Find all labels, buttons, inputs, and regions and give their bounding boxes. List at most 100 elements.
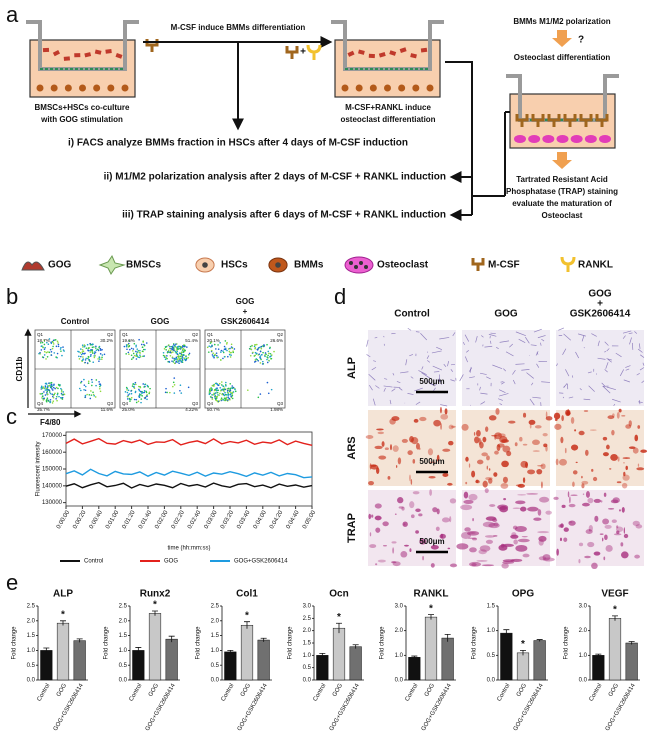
stain-spot — [478, 549, 487, 555]
stain-spot — [474, 436, 480, 444]
flow-event — [125, 345, 128, 348]
flow-event — [229, 393, 232, 395]
stain-spot — [482, 480, 488, 488]
flow-event — [143, 391, 146, 394]
flow-event — [140, 394, 142, 396]
bar — [148, 613, 162, 681]
flow-event — [132, 383, 134, 385]
flow-event — [91, 381, 94, 383]
step-text: ii) M1/M2 polarization analysis after 2 … — [104, 172, 446, 183]
flow-event — [227, 348, 230, 350]
stain-fiber — [433, 371, 440, 373]
stain-fiber — [383, 387, 386, 392]
stain-fiber — [447, 360, 450, 367]
stain-fiber — [588, 385, 595, 392]
flow-event — [89, 360, 91, 363]
flow-event — [45, 382, 47, 385]
flow-event — [174, 357, 176, 360]
stain-spot — [419, 416, 427, 422]
flow-event — [52, 389, 54, 391]
flow-event — [132, 357, 134, 359]
column-title: GOG — [588, 289, 612, 300]
flow-event — [220, 389, 222, 392]
stain-spot — [604, 524, 612, 529]
caption: Phosphatase (TRAP) staining — [506, 187, 618, 196]
stain-fiber — [638, 343, 641, 349]
stain-spot — [623, 527, 625, 534]
stain-spot — [497, 504, 509, 510]
stain-fiber — [409, 354, 414, 357]
stain-fiber — [629, 337, 632, 345]
stain-spot — [440, 423, 442, 430]
stain-spot — [542, 433, 548, 437]
stain-fiber — [604, 369, 608, 373]
flow-event — [215, 352, 218, 354]
mcsf-icon — [471, 258, 485, 271]
flow-event — [52, 341, 54, 344]
flow-event — [127, 395, 129, 398]
flow-event — [185, 357, 188, 360]
bar — [592, 655, 605, 681]
y-tick-label: 0.0 — [487, 678, 496, 684]
flow-event — [256, 343, 258, 346]
flow-event — [99, 390, 102, 393]
mcsf-icon — [515, 114, 529, 127]
row-title: ARS — [346, 436, 358, 459]
stain-spot — [556, 548, 559, 556]
stain-fiber — [469, 366, 472, 373]
stain-spot — [515, 500, 526, 505]
stain-fiber — [521, 368, 530, 371]
flow-event — [49, 392, 52, 395]
flow-event — [227, 355, 229, 358]
flow-event — [220, 384, 223, 386]
flow-event — [268, 352, 270, 355]
step-text: iii) TRAP staining analysis after 6 days… — [122, 210, 446, 221]
stain-spot — [427, 448, 434, 456]
stain-fiber — [637, 348, 643, 353]
stain-spot — [479, 545, 491, 552]
step-text: i) FACS analyze BMMs fraction in HSCs af… — [68, 138, 408, 149]
stain-spot — [415, 442, 420, 450]
flow-event — [224, 347, 227, 350]
flow-event — [147, 386, 150, 388]
flow-event — [249, 354, 252, 357]
flow-event — [145, 342, 148, 344]
stain-spot — [610, 499, 619, 504]
flow-event — [92, 361, 95, 364]
stain-spot — [409, 548, 412, 553]
flow-event — [257, 396, 260, 399]
flow-event — [266, 358, 268, 361]
stain-spot — [625, 465, 628, 471]
flow-event — [164, 355, 166, 357]
flow-event — [217, 348, 220, 350]
stain-spot — [583, 409, 589, 413]
stain-spot — [623, 533, 629, 539]
stain-spot — [599, 533, 604, 535]
flow-event — [50, 385, 53, 388]
flow-event — [137, 400, 140, 403]
y-tick-label: 160000 — [42, 450, 63, 456]
flow-event — [131, 385, 134, 387]
bmm-cell — [50, 84, 58, 92]
flow-event — [213, 393, 216, 395]
x-axis-label: F4/80 — [40, 418, 61, 427]
flow-event — [188, 352, 191, 355]
stain-spot — [468, 463, 471, 468]
flow-event — [84, 361, 87, 364]
stain-spot — [536, 469, 543, 475]
flow-event — [179, 384, 182, 386]
flow-event — [88, 394, 91, 396]
flow-event — [41, 392, 44, 395]
flow-event — [78, 358, 81, 360]
y-tick-label: 130000 — [42, 500, 63, 506]
stain-fiber — [525, 336, 530, 344]
flow-event — [50, 381, 53, 384]
stain-fiber — [450, 368, 454, 372]
flow-event — [90, 353, 92, 356]
stain-spot — [374, 503, 382, 509]
stain-spot — [608, 508, 615, 510]
arrow-label: M-CSF induce BMMs differentiation — [171, 23, 306, 32]
rankl-icon — [306, 44, 322, 60]
stain-fiber — [562, 348, 567, 355]
flow-event — [184, 349, 186, 352]
